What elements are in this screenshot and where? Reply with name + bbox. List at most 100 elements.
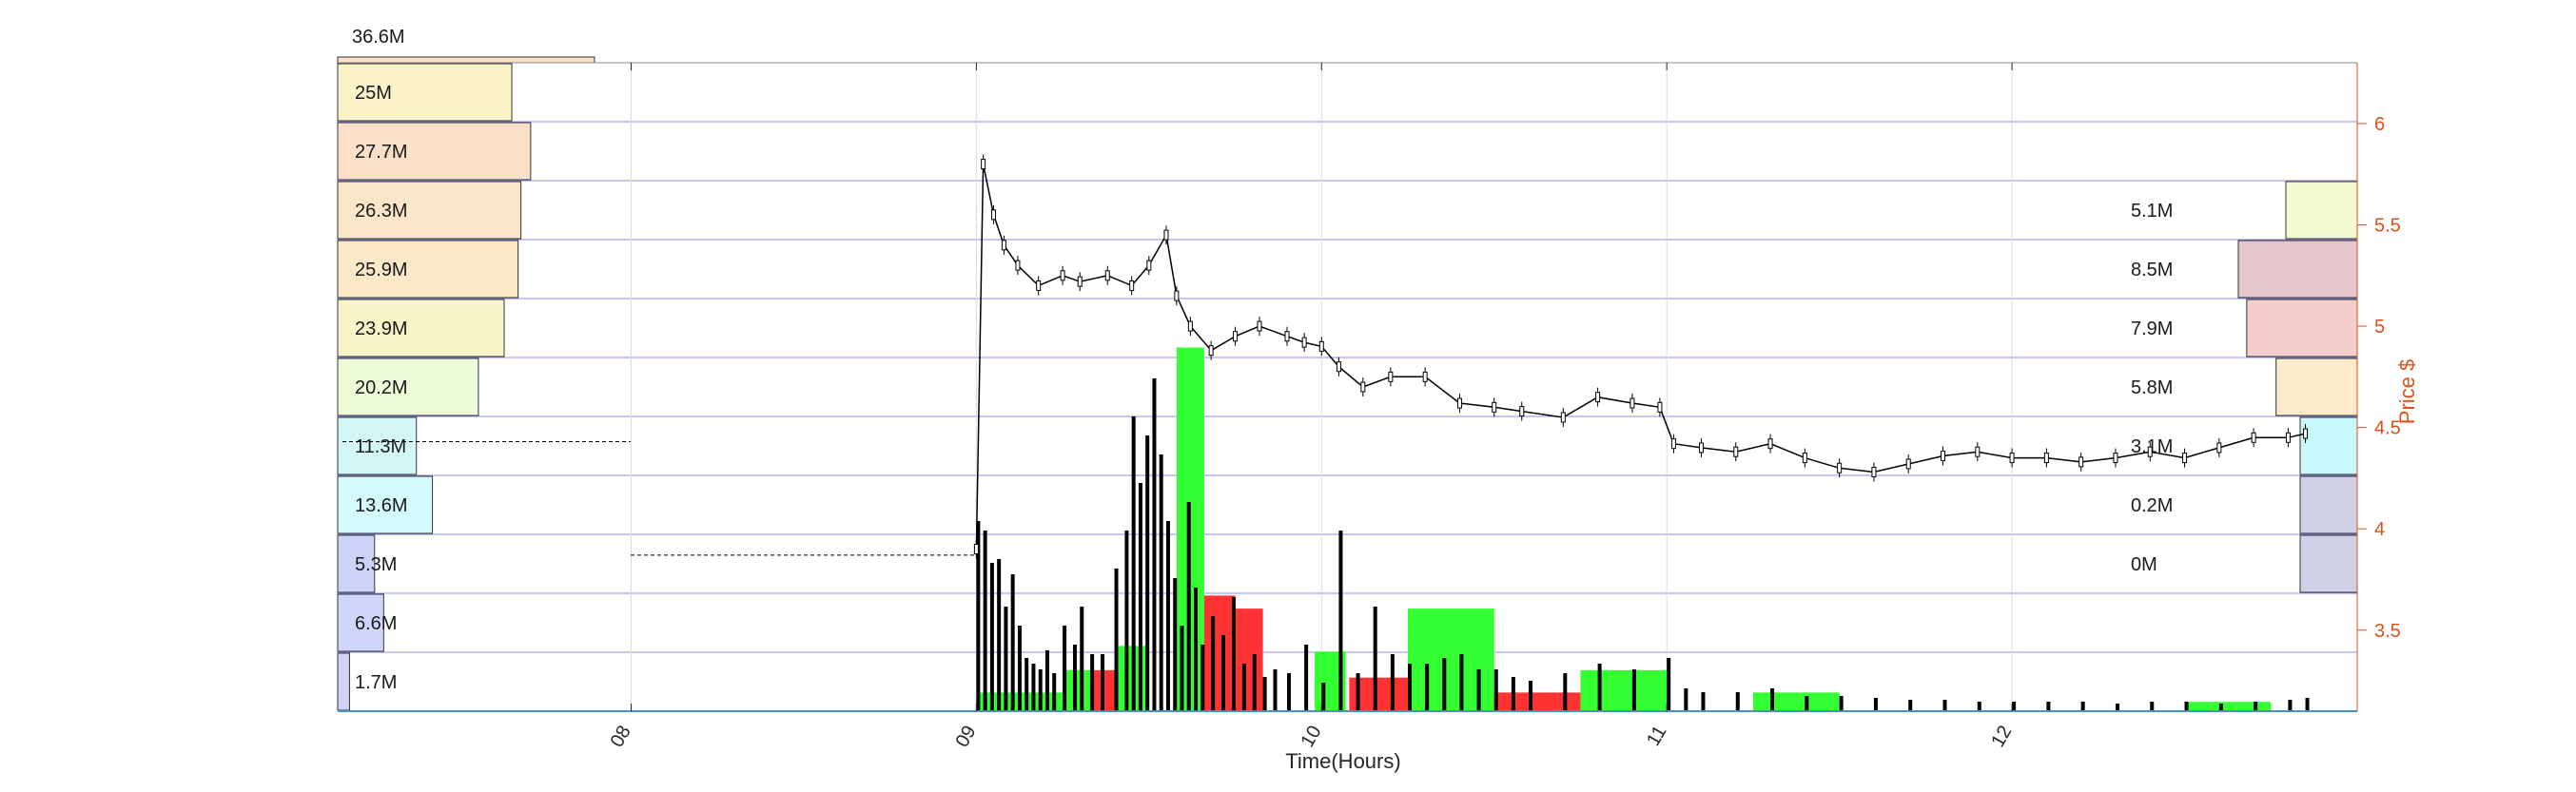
profile-label-left: 23.9M: [355, 319, 408, 339]
candle-body: [1456, 397, 1462, 409]
volume-bar: [2288, 700, 2293, 711]
candle-body: [1975, 446, 1981, 457]
profile-label-right: 0.2M: [2131, 495, 2173, 516]
volume-bar: [1511, 677, 1515, 711]
candle-body: [1657, 401, 1663, 413]
volume-bar: [1321, 683, 1326, 711]
price-candles: [342, 154, 2309, 559]
candle-body: [2147, 446, 2153, 457]
volume-bar: [1145, 435, 1150, 711]
candle-body: [1422, 371, 1428, 382]
volume-bar: [1004, 607, 1008, 711]
candle-body: [1187, 320, 1193, 332]
candle-body: [2078, 456, 2084, 468]
volume-bar: [1735, 692, 1740, 711]
candle-body: [1208, 345, 1214, 357]
candle-body: [2303, 428, 2309, 439]
candle-body: [1336, 361, 1341, 373]
volume-bar: [1273, 669, 1278, 711]
candle-body: [1360, 381, 1366, 393]
profile-bar-left: [337, 652, 350, 711]
volume-bar: [1090, 654, 1095, 711]
candle-body: [2009, 453, 2015, 464]
candle-body: [1318, 340, 1324, 352]
grid: [338, 62, 2357, 712]
candle-body: [1104, 270, 1110, 281]
profile-label-right: 5.8M: [2131, 377, 2173, 398]
x-tick-label: 08: [607, 723, 635, 751]
sell-volume-block: [1203, 595, 1236, 711]
volume-bar: [1252, 654, 1257, 711]
profile-bar-right: [2299, 534, 2358, 593]
volume-bar: [1165, 521, 1170, 711]
volume-bar: [1942, 700, 1947, 711]
candle-body: [1129, 280, 1135, 291]
volume-bar: [2254, 702, 2258, 711]
volume-bar: [1442, 658, 1447, 711]
profile-label-right: 7.9M: [2131, 319, 2173, 339]
candle-body: [1630, 397, 1635, 409]
profile-top-label: 36.6M: [352, 27, 405, 48]
candle-body: [2113, 453, 2118, 464]
volume-bar: [1373, 607, 1377, 711]
profile-label-left: 25.9M: [355, 260, 408, 280]
candle-body: [1060, 270, 1065, 281]
volume-bar: [1221, 635, 1226, 711]
candle-body: [2182, 453, 2188, 464]
volume-bar: [1114, 569, 1119, 711]
candle-body: [1163, 229, 1169, 241]
volume-bar: [1152, 378, 1157, 711]
candle-body: [1077, 276, 1083, 287]
volume-bar: [1529, 681, 1533, 711]
volume-bar: [997, 559, 1002, 711]
candle-body: [1174, 290, 1180, 301]
volume-bar: [1563, 673, 1568, 711]
candle-body: [1146, 260, 1152, 271]
candle-body: [1001, 240, 1006, 251]
profile-bar-right: [2299, 416, 2358, 475]
profile-bar-left: [337, 593, 384, 652]
y-tick-label: 5.5: [2374, 216, 2401, 237]
candle-body: [1698, 442, 1704, 454]
profile-bar-left: [337, 357, 479, 416]
candle-body: [2216, 442, 2222, 454]
y-axis-title: Price $: [2395, 359, 2419, 424]
volume-bar: [1080, 607, 1084, 711]
volume-profile-left: 25M 27.7M 26.3M 25.9M 23.9M 20.2M 11.3M 13.6M 5.…: [337, 56, 595, 711]
volume-bar: [1667, 658, 1671, 711]
volume-bar: [1977, 702, 1981, 711]
volume-bar: [1044, 650, 1049, 711]
profile-label-left: 1.7M: [355, 672, 397, 693]
volume-bar: [976, 521, 981, 711]
y-tick-label: 3.5: [2374, 621, 2401, 642]
candle-body: [2043, 453, 2049, 464]
volume-bar: [1017, 626, 1022, 711]
candle-body: [1733, 446, 1739, 457]
profile-bar-left: [337, 475, 434, 534]
x-tick-label: 09: [952, 723, 981, 751]
volume-bar: [1231, 597, 1236, 711]
profile-bar-left: [337, 299, 505, 357]
volume-bar: [1124, 531, 1129, 711]
volume-bar: [1597, 664, 1602, 711]
candle-body: [973, 544, 979, 554]
volume-bar: [1701, 692, 1706, 711]
y-tick-label: 5: [2374, 317, 2385, 338]
volume-bar: [1200, 645, 1205, 711]
volume-bar: [1631, 669, 1636, 711]
candle-body: [2285, 432, 2291, 443]
x-tick-label: 11: [1643, 723, 1670, 750]
volume-bar: [2218, 704, 2223, 711]
buy-volume-block: [1752, 692, 1840, 711]
profile-bar-left: [337, 181, 522, 240]
profile-label-left: 13.6M: [355, 495, 408, 516]
volume-bar: [1211, 616, 1216, 711]
volume-bar: [1338, 531, 1343, 711]
volume-bar: [1459, 654, 1464, 711]
volume-bar: [1072, 645, 1077, 711]
volume-bar: [989, 563, 994, 711]
volume-bar: [1286, 673, 1291, 711]
candle-body: [991, 209, 997, 221]
volume-bar: [1425, 664, 1430, 711]
